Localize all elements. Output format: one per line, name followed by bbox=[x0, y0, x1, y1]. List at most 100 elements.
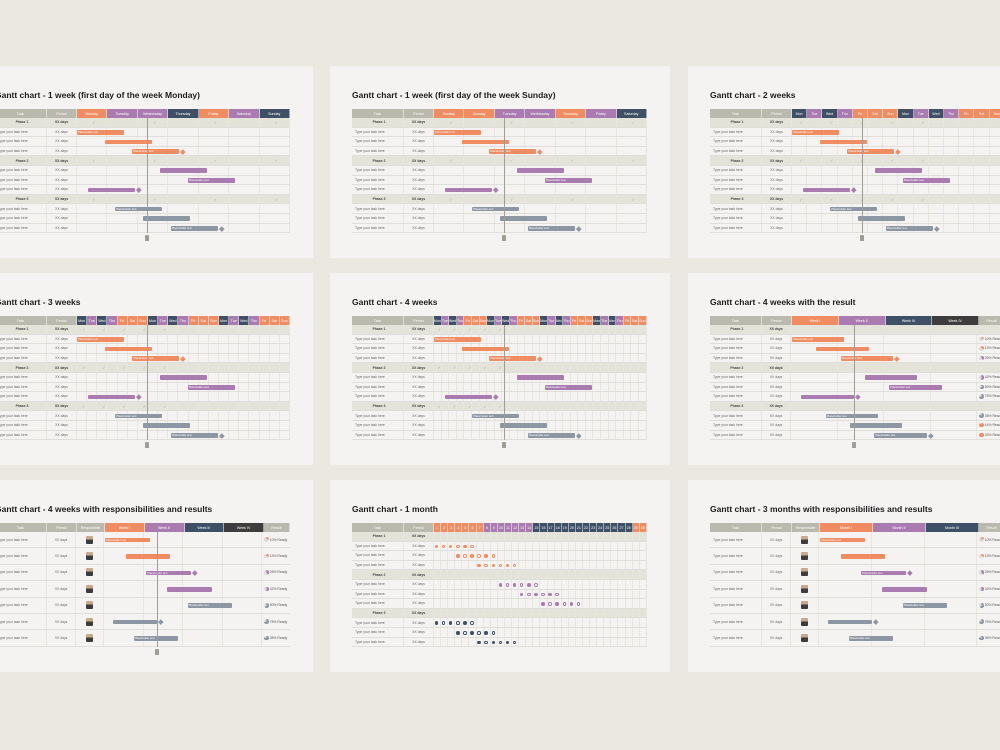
time-cell bbox=[868, 175, 884, 185]
time-cell bbox=[609, 411, 617, 420]
time-cell bbox=[505, 637, 513, 647]
result-label: 75% Ready bbox=[984, 394, 1000, 399]
task-name: Type your task here bbox=[352, 146, 404, 156]
time-cell bbox=[590, 532, 598, 541]
phase-row: Phase 3 XX days ✓ ✓ ✓ ✓ bbox=[352, 194, 647, 205]
task-period: XX days bbox=[762, 430, 792, 440]
header-time-column: 4 bbox=[455, 523, 463, 532]
time-cell bbox=[219, 401, 230, 411]
time-cell bbox=[609, 401, 617, 411]
task-bar bbox=[500, 216, 547, 222]
time-cell bbox=[138, 223, 169, 233]
time-cell bbox=[872, 548, 925, 564]
card-title: Gantt chart - 4 weeks with the result bbox=[710, 297, 856, 307]
check-icon: ✓ bbox=[102, 365, 106, 371]
time-cell bbox=[77, 118, 108, 127]
time-cell bbox=[556, 165, 587, 175]
check-icon: ✓ bbox=[830, 196, 834, 202]
task-name: Type your task here bbox=[0, 420, 47, 430]
time-cell bbox=[441, 618, 449, 627]
time-cell bbox=[442, 344, 450, 353]
result-cell: 50% Ready bbox=[262, 598, 290, 613]
task-name: Type your task here bbox=[710, 334, 762, 344]
check-icon: ✓ bbox=[631, 196, 636, 202]
check-icon: ✓ bbox=[631, 158, 636, 164]
time-cell bbox=[183, 548, 223, 564]
time-cell bbox=[593, 344, 602, 353]
time-cell bbox=[929, 156, 945, 165]
time-cell bbox=[487, 382, 495, 392]
header-time-column: Sat bbox=[269, 316, 280, 325]
time-cell bbox=[168, 137, 199, 146]
time-cell bbox=[533, 334, 541, 344]
time-cell bbox=[609, 344, 617, 353]
avatar bbox=[86, 552, 94, 561]
time-cell bbox=[260, 334, 270, 344]
time-cell bbox=[990, 156, 1000, 165]
time-cell bbox=[562, 551, 569, 560]
time-cell bbox=[555, 560, 562, 570]
header-time-column: Tue bbox=[601, 316, 609, 325]
time-cell bbox=[525, 411, 533, 420]
header-time-column: Wednesday bbox=[525, 109, 556, 118]
task-row: Type your task here XX days Placeholder te… bbox=[0, 353, 290, 364]
time-cell bbox=[472, 382, 480, 392]
avatar bbox=[801, 552, 809, 561]
time-cell bbox=[597, 541, 605, 551]
time-cell bbox=[442, 382, 450, 392]
time-cell bbox=[624, 372, 632, 382]
time-cell bbox=[974, 137, 990, 146]
time-cell bbox=[223, 548, 263, 564]
time-cell bbox=[931, 325, 978, 334]
time-cell bbox=[487, 401, 495, 411]
time-cell bbox=[931, 353, 978, 363]
task-bar: Placeholder text bbox=[132, 149, 180, 154]
time-cell bbox=[519, 627, 527, 637]
time-cell bbox=[586, 411, 594, 420]
progress-pie-icon bbox=[979, 375, 984, 380]
gantt-card: Gantt chart - 4 weeks Task Period Mon Tue Wed… bbox=[330, 273, 670, 465]
time-cell bbox=[792, 213, 808, 223]
task-bar bbox=[444, 394, 492, 400]
time-cell bbox=[189, 401, 199, 411]
check-icon: ✓ bbox=[274, 158, 279, 164]
time-cell bbox=[791, 363, 838, 372]
time-cell bbox=[441, 608, 449, 618]
header-time-column: Sun bbox=[479, 316, 488, 325]
header-time-column: Sun bbox=[532, 316, 541, 325]
time-cell bbox=[586, 334, 594, 344]
time-cell bbox=[199, 372, 209, 382]
time-cell bbox=[128, 420, 138, 430]
header-task: Task bbox=[0, 316, 47, 325]
time-cell bbox=[442, 411, 450, 420]
timeline-dot bbox=[541, 602, 545, 606]
time-cell bbox=[555, 618, 562, 627]
header-result: Result bbox=[979, 523, 1000, 532]
time-cell bbox=[512, 599, 520, 608]
time-cell bbox=[229, 392, 240, 401]
task-period: XX days bbox=[404, 363, 434, 372]
time-cell bbox=[168, 194, 199, 204]
time-cell bbox=[533, 541, 541, 551]
header-time-column: Tue bbox=[441, 316, 450, 325]
task-row: Type your task here XX days bbox=[0, 213, 290, 224]
timeline-dot bbox=[456, 554, 460, 558]
header-time-column: 29 bbox=[632, 523, 640, 532]
task-bar: Placeholder text bbox=[472, 413, 520, 419]
time-cell bbox=[462, 618, 470, 627]
time-cell bbox=[87, 344, 98, 353]
header-time-column: Sat bbox=[578, 316, 586, 325]
task-period: XX days bbox=[762, 146, 792, 156]
time-cell bbox=[505, 579, 513, 589]
time-cell bbox=[519, 618, 527, 627]
time-cell bbox=[455, 589, 463, 599]
header-time-column: Thu bbox=[249, 316, 260, 325]
timeline-dot bbox=[576, 602, 581, 606]
header-time-column: Wed bbox=[822, 109, 838, 118]
time-cell bbox=[990, 214, 1000, 223]
time-cell bbox=[455, 599, 463, 608]
time-cell bbox=[434, 589, 442, 599]
